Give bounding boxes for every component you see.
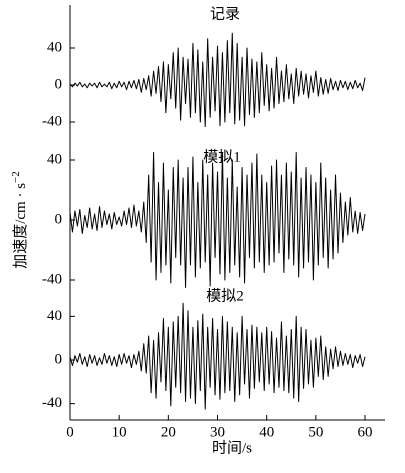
y-axis-label-exponent: −2 (10, 171, 22, 183)
y-tick-label: 40 (47, 151, 62, 167)
signal-line (69, 152, 366, 288)
y-tick-label: 0 (55, 351, 63, 367)
y-tick-label: -40 (42, 395, 62, 411)
panel-title: 记录 (210, 5, 240, 22)
x-tick-label: 20 (161, 424, 176, 440)
y-axis-label: 加速度/cm · s−2 (10, 171, 30, 269)
y-tick-label: 40 (47, 308, 62, 324)
signal-line (69, 302, 366, 410)
signal-line (69, 32, 366, 128)
y-tick-label: -40 (42, 271, 62, 287)
x-tick-label: 50 (308, 424, 323, 440)
x-tick-label: 40 (259, 424, 274, 440)
y-tick-label: 0 (55, 211, 63, 227)
y-tick-label: 40 (47, 39, 62, 55)
x-axis-label: 时间/s (212, 439, 252, 456)
x-tick-label: 30 (210, 424, 225, 440)
panel-title: 模拟2 (206, 287, 244, 304)
y-tick-label: -40 (42, 113, 62, 129)
x-tick-label: 10 (112, 424, 127, 440)
x-tick-label: 0 (66, 424, 74, 440)
y-axis-label-main: 加速度/cm · s (12, 183, 29, 269)
y-tick-label: 0 (55, 76, 63, 92)
x-tick-label: 60 (358, 424, 373, 440)
